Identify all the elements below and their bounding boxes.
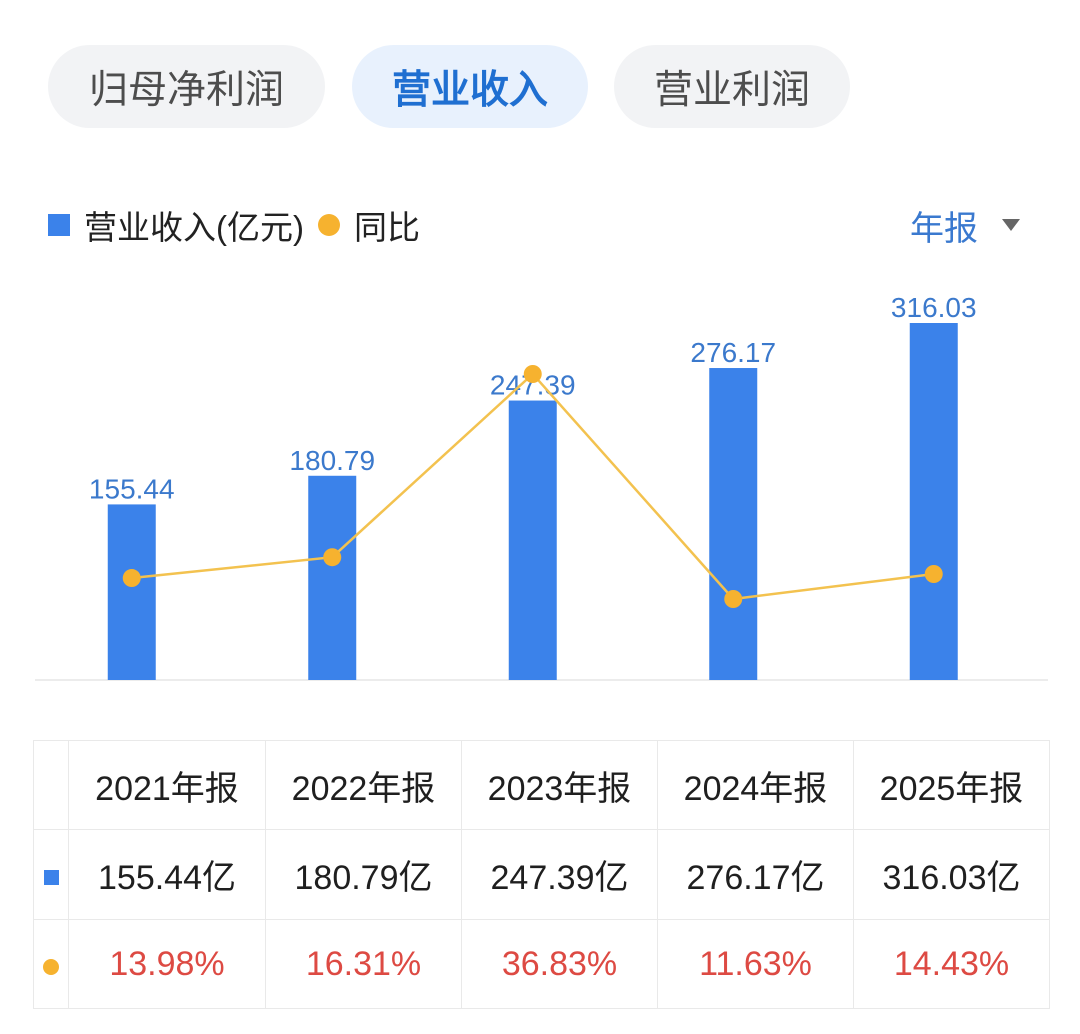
blue-square-icon [43, 870, 59, 885]
revenue-row-icon-cell [33, 829, 69, 920]
period-label: 年报 [910, 209, 978, 248]
revenue-cell: 316.03亿 [853, 829, 1050, 920]
data-table: 2021年报 2022年报 2023年报 2024年报 2025年报 155.4… [33, 740, 1050, 1009]
growth-cell: 13.98% [68, 919, 266, 1009]
growth-point-5[interactable] [924, 565, 943, 583]
bar-value-label-4: 276.17 [690, 337, 776, 368]
table-corner-cell [33, 740, 69, 830]
growth-cell: 14.43% [853, 919, 1050, 1009]
revenue-bar-1[interactable] [107, 504, 156, 680]
revenue-chart: 155.44 180.79 247.39 276.17 316.03 [35, 292, 1048, 681]
legend-label-revenue: 营业收入(亿元) [84, 209, 304, 246]
table-header-row: 2021年报 2022年报 2023年报 2024年报 2025年报 [33, 740, 1050, 830]
bar-series [107, 323, 958, 680]
growth-point-2[interactable] [323, 548, 342, 567]
revenue-cell: 180.79亿 [265, 829, 462, 920]
caret-down-icon [1002, 219, 1020, 231]
legend-item-growth[interactable]: 同比 [304, 201, 420, 249]
growth-points [122, 365, 943, 608]
revenue-cell: 155.44亿 [68, 829, 266, 920]
growth-cell: 16.31% [265, 919, 462, 1009]
growth-point-4[interactable] [724, 590, 743, 608]
period-header: 2025年报 [853, 740, 1050, 830]
revenue-cell: 276.17亿 [657, 829, 854, 920]
bar-value-label-2: 180.79 [289, 445, 375, 476]
growth-row: 13.98% 16.31% 36.83% 11.63% 14.43% [33, 919, 1050, 1009]
revenue-bar-4[interactable] [709, 368, 758, 680]
orange-dot-icon [317, 214, 340, 236]
legend-label-growth: 同比 [353, 209, 420, 246]
tab-net-profit[interactable]: 归母净利润 [48, 45, 325, 128]
blue-square-icon [48, 214, 70, 236]
revenue-bar-3[interactable] [508, 400, 557, 680]
growth-point-1[interactable] [122, 569, 141, 588]
chart-legend: 营业收入(亿元) 同比 [48, 203, 420, 247]
growth-point-3[interactable] [523, 365, 542, 383]
period-dropdown[interactable]: 年报 [910, 203, 1020, 248]
orange-dot-icon [43, 958, 59, 975]
revenue-cell: 247.39亿 [461, 829, 658, 920]
tab-operating-profit[interactable]: 营业利润 [614, 45, 850, 128]
growth-cell: 11.63% [657, 919, 854, 1009]
revenue-bar-2[interactable] [308, 475, 357, 680]
revenue-row: 155.44亿 180.79亿 247.39亿 276.17亿 316.03亿 [33, 829, 1050, 920]
period-header: 2023年报 [461, 740, 658, 830]
growth-row-icon-cell [33, 919, 69, 1009]
period-header: 2021年报 [68, 740, 266, 830]
period-header: 2024年报 [657, 740, 854, 830]
bar-value-label-1: 155.44 [89, 473, 175, 504]
legend-item-revenue[interactable]: 营业收入(亿元) [48, 201, 304, 249]
tab-revenue[interactable]: 营业收入 [352, 45, 588, 128]
growth-cell: 36.83% [461, 919, 658, 1009]
period-header: 2022年报 [265, 740, 462, 830]
bar-value-labels: 155.44 180.79 247.39 276.17 316.03 [89, 292, 977, 504]
revenue-bar-5[interactable] [909, 323, 958, 680]
bar-value-label-5: 316.03 [891, 292, 977, 323]
